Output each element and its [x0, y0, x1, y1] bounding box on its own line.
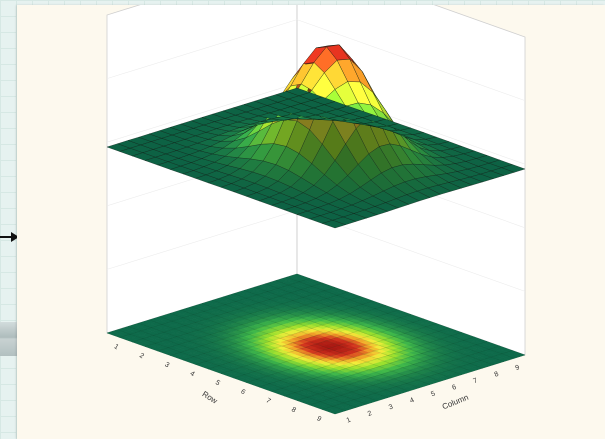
column-tick-label: 6 — [451, 384, 457, 392]
floor-cell — [512, 352, 526, 357]
row-tick-label: 6 — [239, 388, 246, 396]
row-tick-label: 8 — [290, 406, 297, 414]
floor-heatmap — [106, 273, 526, 415]
row-tick-label: 7 — [265, 397, 272, 405]
row-tick-label: 1 — [113, 343, 120, 351]
column-tick-label: 8 — [493, 371, 499, 379]
surface-patch — [501, 164, 526, 173]
arrow-right-icon — [0, 232, 19, 242]
column-tick-label: 3 — [388, 403, 394, 411]
surface-mesh — [106, 44, 526, 229]
column-tick-label: 2 — [367, 410, 373, 418]
row-tick-label: 4 — [189, 370, 196, 378]
row-tick-label: 5 — [214, 379, 221, 387]
column-tick-label: 4 — [409, 397, 415, 405]
row-tick-label: 3 — [163, 361, 170, 369]
surface-chart: 1 2 3 4 5 6 7 8 9 1 2 3 4 5 6 7 8 9 Row Column — [106, 5, 526, 425]
row-tick-label: 9 — [315, 415, 322, 423]
column-axis-title: Column — [441, 393, 470, 412]
chart-panel: 1 2 3 4 5 6 7 8 9 1 2 3 4 5 6 7 8 9 Row Column — [17, 5, 605, 439]
row-tick-label: 2 — [138, 352, 145, 360]
column-tick-label: 9 — [515, 364, 521, 372]
column-tick-label: 7 — [472, 377, 478, 385]
column-tick-label: 5 — [430, 390, 436, 398]
row-axis-title: Row — [201, 390, 220, 406]
column-tick-label: 1 — [346, 417, 352, 425]
